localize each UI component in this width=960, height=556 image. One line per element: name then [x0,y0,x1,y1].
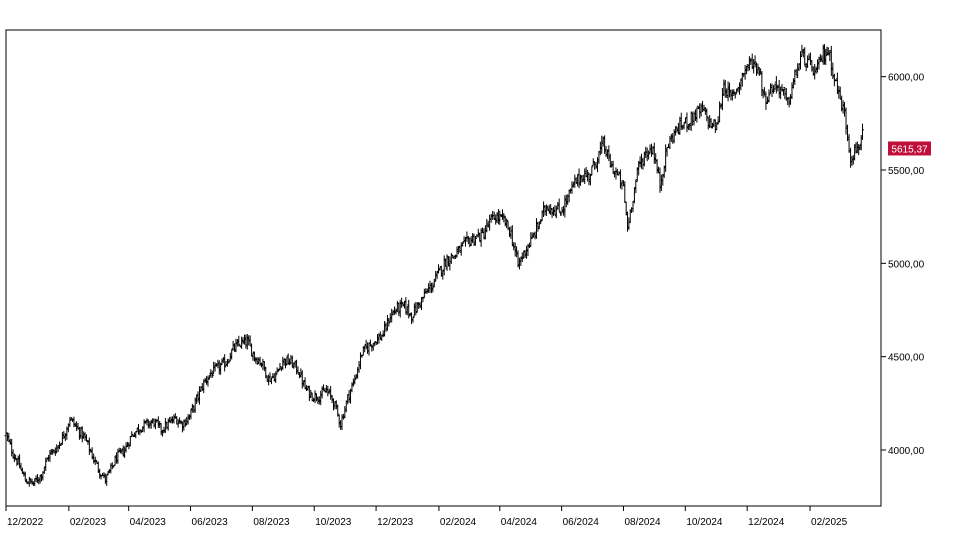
x-tick-label: 08/2024 [624,517,661,528]
ohlc-bar [98,468,102,479]
ohlc-bar [353,374,357,385]
ohlc-bar [608,153,612,168]
x-tick-label: 06/2023 [192,517,229,528]
ohlc-bar [580,175,584,183]
last-value-label: 5615,37 [891,144,928,155]
y-tick-label: 6000,00 [888,73,925,84]
ohlc-bar [336,404,340,417]
ohlc-bar [278,363,282,371]
last-value-box [888,141,931,156]
x-tick-label: 04/2024 [501,517,538,528]
x-tick-label: 10/2024 [686,517,723,528]
ohlc-bar [473,236,477,246]
ohlc-bar [647,150,651,160]
ohlc-bar [269,377,273,385]
x-tick-label: 02/2024 [440,517,477,528]
ohlc-bar [105,474,109,486]
ohlc-bar [461,242,465,247]
ohlc-bar [557,198,561,212]
x-tick-label: 12/2023 [377,517,414,528]
plot-frame [5,29,882,507]
x-tick-label: 12/2022 [7,517,44,528]
ohlc-bar [559,211,563,216]
y-axis: 4000,00 4500,00 5000,00 5500,00 6000,00 [881,73,925,457]
ohlc-bar [505,218,509,229]
ohlc-bar [760,71,764,97]
x-tick-label: 02/2023 [70,517,107,528]
x-tick-label: 08/2023 [253,517,290,528]
ohlc-bar [223,354,227,372]
ohlc-bar [860,123,864,140]
ohlc-bar [368,339,372,347]
ohlc-bar [689,111,693,131]
ohlc-bar [767,89,771,103]
ohlc-bar [798,51,802,70]
x-tick-label: 10/2023 [315,517,352,528]
y-tick-label: 4500,00 [888,353,925,364]
ohlc-bar [590,166,594,176]
ohlc-bar [623,181,627,203]
ohlc-bar [411,316,415,323]
last-value-badge: 5615,37 [888,141,931,156]
ohlc-bar [732,89,736,96]
y-tick-label: 4000,00 [888,446,925,457]
x-tick-label: 04/2023 [130,517,167,528]
ohlc-bar [733,92,737,99]
ohlc-bar [824,48,828,65]
x-tick-label: 02/2025 [811,517,848,528]
price-bars [4,44,864,487]
ohlc-bar [753,55,757,68]
y-tick-label: 5500,00 [888,166,925,177]
ohlc-bar [237,335,241,347]
ohlc-bar [313,390,317,404]
x-tick-label: 12/2024 [748,517,785,528]
y-tick-label: 5000,00 [888,259,925,270]
ohlc-bar [544,204,548,217]
ohlc-bar [93,456,97,465]
x-tick-label: 06/2024 [563,517,600,528]
ohlc-bar [130,431,134,437]
x-axis: 12/2022 02/2023 04/2023 06/2023 08/2023 10/20… [5,506,848,528]
